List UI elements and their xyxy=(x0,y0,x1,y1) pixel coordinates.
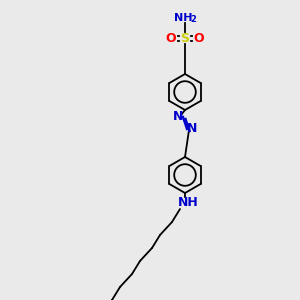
Text: O: O xyxy=(194,32,204,44)
Text: NH: NH xyxy=(178,196,198,208)
Text: 2: 2 xyxy=(190,16,196,25)
Text: S: S xyxy=(181,32,190,44)
Text: N: N xyxy=(173,110,183,122)
Text: NH: NH xyxy=(174,13,192,23)
Text: O: O xyxy=(166,32,176,44)
Text: N: N xyxy=(187,122,197,136)
